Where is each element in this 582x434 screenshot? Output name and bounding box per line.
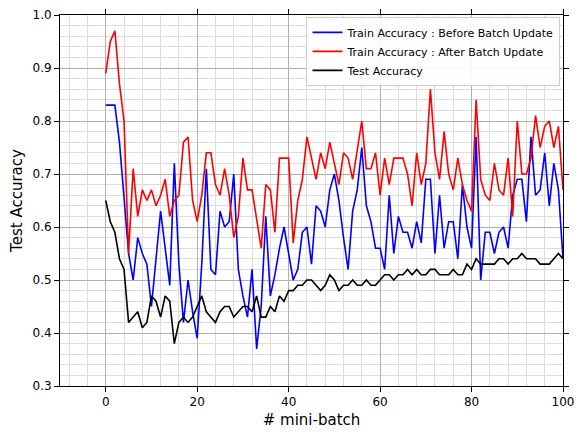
svg-text:0.5: 0.5 bbox=[33, 273, 52, 287]
svg-text:0.6: 0.6 bbox=[33, 220, 52, 234]
svg-text:60: 60 bbox=[372, 395, 387, 409]
svg-text:Test Accuracy: Test Accuracy bbox=[346, 65, 423, 78]
svg-text:0.7: 0.7 bbox=[33, 167, 52, 181]
svg-text:0: 0 bbox=[102, 395, 110, 409]
svg-text:0.9: 0.9 bbox=[33, 61, 52, 75]
svg-text:0.8: 0.8 bbox=[33, 114, 52, 128]
svg-text:0.3: 0.3 bbox=[33, 379, 52, 393]
svg-text:Train Accuracy : Before Batch: Train Accuracy : Before Batch Update bbox=[346, 27, 552, 40]
svg-text:40: 40 bbox=[281, 395, 296, 409]
svg-text:Train Accuracy : After Batch U: Train Accuracy : After Batch Update bbox=[346, 46, 543, 59]
svg-text:0.4: 0.4 bbox=[33, 326, 52, 340]
svg-text:20: 20 bbox=[190, 395, 205, 409]
svg-text:100: 100 bbox=[552, 395, 575, 409]
svg-text:80: 80 bbox=[464, 395, 479, 409]
svg-text:1.0: 1.0 bbox=[33, 8, 52, 22]
svg-text:# mini-batch: # mini-batch bbox=[263, 411, 361, 429]
svg-text:Test Accuracy: Test Accuracy bbox=[8, 149, 26, 253]
